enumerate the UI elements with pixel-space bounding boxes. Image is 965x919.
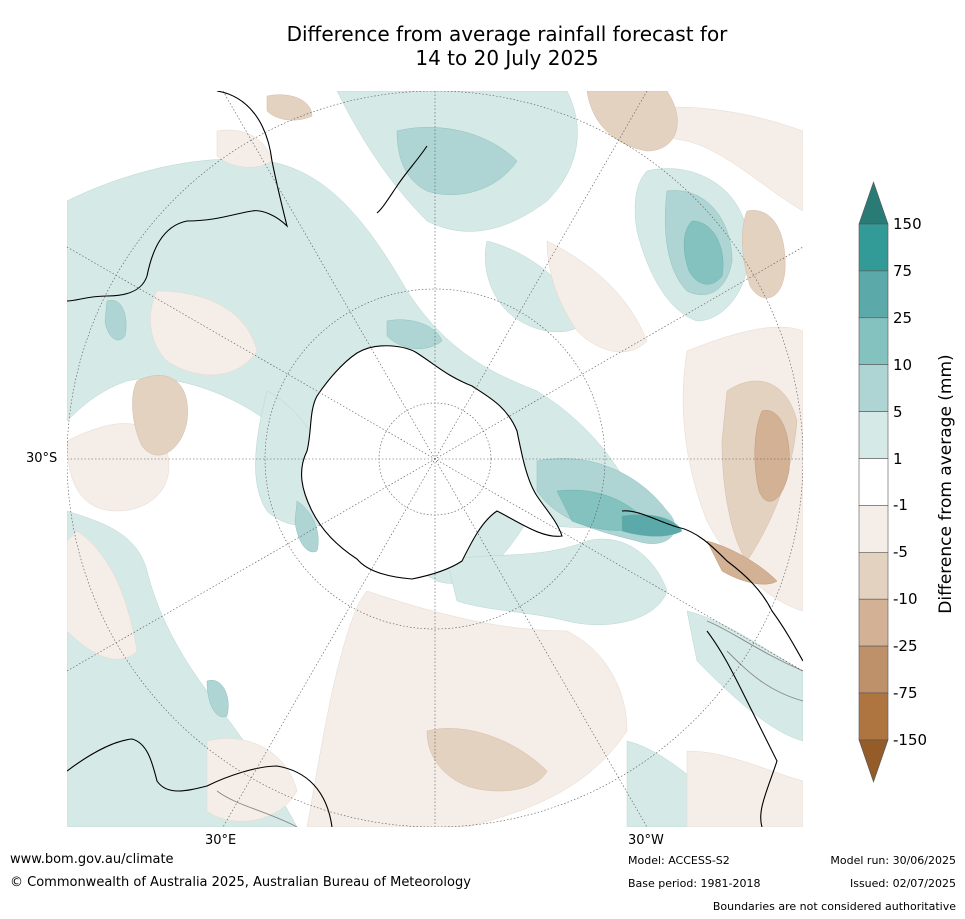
colorbar-tick-label: -1 xyxy=(893,496,908,515)
footer-website: www.bom.gov.au/climate xyxy=(10,852,174,867)
wet-anomaly-strong xyxy=(556,220,724,537)
coastlines xyxy=(67,91,803,827)
colorbar-tick-label: 150 xyxy=(893,215,922,233)
footer-issued: Issued: 02/07/2025 xyxy=(849,877,956,890)
colorbar-title: Difference from average (mm) xyxy=(936,354,956,614)
map-title: Difference from average rainfall forecas… xyxy=(0,22,965,70)
rainfall-anomaly-map xyxy=(67,91,803,827)
map-title-line2: 14 to 20 July 2025 xyxy=(415,46,599,70)
colorbar-tick-label: 25 xyxy=(893,308,913,327)
colorbar xyxy=(858,181,889,783)
colorbar-segment-m25_m75 xyxy=(858,645,889,694)
colorbar-tick-label: -10 xyxy=(893,590,918,609)
colorbar-tick-label: 1 xyxy=(893,449,903,468)
colorbar-tick-label: -5 xyxy=(893,543,908,562)
dry-anomaly-strong xyxy=(706,410,790,585)
colorbar-segment-1_5 xyxy=(858,411,889,459)
colorbar-tick-label: -75 xyxy=(893,684,918,702)
footer-model: Model: ACCESS-S2 xyxy=(628,854,730,867)
lon-label-30w: 30°W xyxy=(628,833,664,848)
antarctica-outline xyxy=(301,345,563,580)
colorbar-extend-bottom xyxy=(858,739,889,783)
colorbar-extend-top xyxy=(858,181,889,225)
footer-disclaimer: Boundaries are not considered authoritat… xyxy=(712,900,956,913)
colorbar-segment-10_25 xyxy=(858,317,889,366)
lon-label-30e: 30°E xyxy=(205,833,237,848)
colorbar-segment-m10_m25 xyxy=(858,598,889,647)
colorbar-segment-neutral xyxy=(858,458,889,506)
footer-model-run: Model run: 30/06/2025 xyxy=(830,854,956,867)
country-boundaries xyxy=(216,620,803,827)
colorbar-segment-m5_m10 xyxy=(858,551,889,600)
map-title-line1: Difference from average rainfall forecas… xyxy=(286,22,728,46)
lat-label-30s: 30°S xyxy=(26,451,58,466)
colorbar-segment-m1_m5 xyxy=(858,505,889,553)
footer-copyright: © Commonwealth of Australia 2025, Austra… xyxy=(10,875,471,890)
colorbar-tick-label: 10 xyxy=(893,355,913,374)
colorbar-tick-label: -25 xyxy=(893,637,918,656)
graticule xyxy=(67,91,803,827)
colorbar-segment-5_10 xyxy=(858,364,889,412)
colorbar-tick-label: 75 xyxy=(893,261,913,280)
colorbar-tick-label: 5 xyxy=(893,402,903,421)
footer-base-period: Base period: 1981-2018 xyxy=(628,877,761,890)
colorbar-segment-m75_m150 xyxy=(858,692,889,741)
colorbar-tick-label: -150 xyxy=(893,730,928,749)
colorbar-segment-75_150 xyxy=(858,223,889,272)
colorbar-segment-25_75 xyxy=(858,270,889,319)
